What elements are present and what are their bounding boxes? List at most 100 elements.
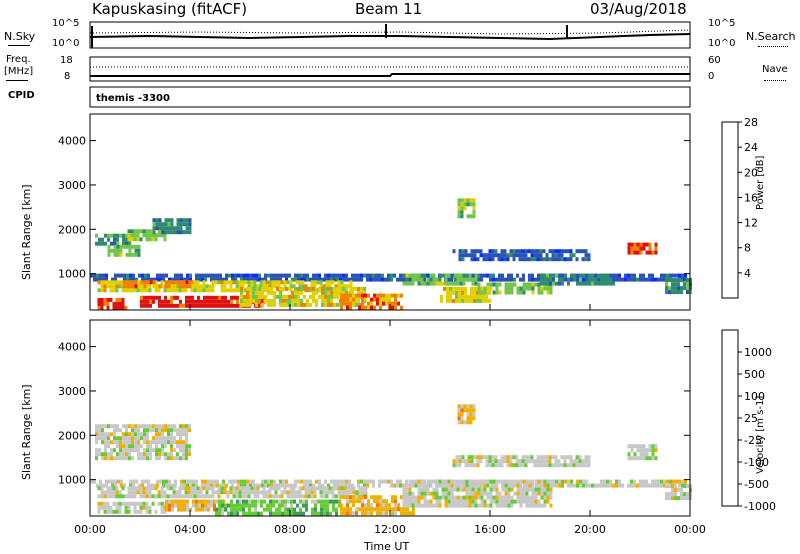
heatmap-cell <box>163 494 167 499</box>
heatmap-cell <box>185 303 188 308</box>
heatmap-cell <box>463 198 467 203</box>
heatmap-cell <box>201 479 204 484</box>
heatmap-cell <box>515 463 519 468</box>
heatmap-cell <box>408 483 411 488</box>
heatmap-cell <box>450 499 454 504</box>
heatmap-cell <box>112 280 116 285</box>
heatmap-cell <box>504 503 508 508</box>
heatmap-cell <box>432 273 436 278</box>
heatmap-cell <box>292 490 296 495</box>
heatmap-cell <box>254 499 257 504</box>
heatmap-cell <box>355 499 358 504</box>
heatmap-cell <box>140 295 143 300</box>
heatmap-cell <box>136 490 140 495</box>
heatmap-cell <box>279 273 282 278</box>
heatmap-cell <box>177 503 180 508</box>
heatmap-cell <box>469 408 473 413</box>
heatmap-cell <box>352 499 355 504</box>
heatmap-cell <box>489 487 493 492</box>
heatmap-cell <box>184 288 188 293</box>
heatmap-cell <box>473 463 477 468</box>
heatmap-cell <box>114 277 117 282</box>
heatmap-cell <box>642 456 646 461</box>
heatmap-cell <box>477 290 481 295</box>
heatmap-cell <box>495 290 499 295</box>
heatmap-cell <box>298 284 302 289</box>
heatmap-cell <box>525 495 529 500</box>
heatmap-cell <box>674 492 677 497</box>
heatmap-cell <box>330 290 333 295</box>
heatmap-cell <box>162 273 165 278</box>
heatmap-cell <box>358 499 361 504</box>
heatmap-cell <box>342 273 345 278</box>
heatmap-cell <box>462 277 466 282</box>
heatmap-cell <box>303 479 306 484</box>
heatmap-cell <box>107 248 111 253</box>
heatmap-cell <box>665 496 668 501</box>
heatmap-cell <box>405 503 409 508</box>
heatmap-cell <box>310 490 314 495</box>
heatmap-cell <box>522 286 526 291</box>
heatmap-cell <box>295 280 299 285</box>
heatmap-cell <box>660 483 663 488</box>
heatmap-cell <box>155 432 158 437</box>
heatmap-cell <box>642 448 646 453</box>
heatmap-cell <box>423 499 427 504</box>
heatmap-cell <box>379 305 382 310</box>
heatmap-cell <box>349 499 352 504</box>
heatmap-cell <box>539 455 543 460</box>
heatmap-cell <box>563 459 567 464</box>
heatmap-cell <box>463 420 467 425</box>
heatmap-cell <box>337 284 341 289</box>
heatmap-cell <box>540 491 544 496</box>
noise-sky-legend-line <box>8 45 30 46</box>
noise-search-line <box>89 29 691 35</box>
heatmap-cell <box>460 420 464 425</box>
heatmap-cell <box>103 284 107 289</box>
heatmap-cell <box>229 490 233 495</box>
heatmap-cell <box>378 483 381 488</box>
heatmap-cell <box>483 491 487 496</box>
heatmap-cell <box>239 499 242 504</box>
heatmap-cell <box>101 428 104 433</box>
heatmap-cell <box>131 428 134 433</box>
heatmap-cell <box>232 280 236 285</box>
time-xaxis: 00:00 04:00 08:00 12:00 16:00 20:00 00:00 <box>74 304 706 536</box>
heatmap-cell <box>551 249 555 254</box>
heatmap-cell <box>479 459 483 464</box>
heatmap-cell <box>267 290 270 295</box>
heatmap-cell <box>98 241 101 246</box>
heatmap-cell <box>140 444 143 449</box>
heatmap-cell <box>465 479 469 484</box>
heatmap-cell <box>177 499 180 504</box>
heatmap-cell <box>633 444 637 449</box>
heatmap-cell <box>524 249 528 254</box>
heatmap-cell <box>417 491 421 496</box>
velocity-heatmap-cells <box>90 404 692 516</box>
heatmap-cell <box>131 448 134 453</box>
heatmap-cell <box>684 273 687 278</box>
heatmap-cell <box>549 281 552 286</box>
heatmap-cell <box>295 494 299 499</box>
heatmap-cell <box>680 286 683 291</box>
heatmap-cell <box>355 297 358 302</box>
heatmap-cell <box>474 277 478 282</box>
heatmap-cell <box>328 490 332 495</box>
heatmap-cell <box>309 479 312 484</box>
heatmap-cell <box>472 206 476 211</box>
colorbar-tick-label: 8 <box>744 242 751 255</box>
heatmap-cell <box>110 432 113 437</box>
heatmap-cell <box>100 494 104 499</box>
heatmap-cell <box>546 499 550 504</box>
heatmap-cell <box>675 479 678 484</box>
heatmap-cell <box>651 273 654 278</box>
heatmap-cell <box>587 463 591 468</box>
heatmap-cell <box>161 424 164 429</box>
heatmap-cell <box>390 277 393 282</box>
heatmap-cell <box>268 486 272 491</box>
heatmap-cell <box>461 290 464 295</box>
heatmap-cell <box>408 491 412 496</box>
heatmap-cell <box>472 210 476 215</box>
heatmap-cell <box>343 284 347 289</box>
heatmap-cell <box>630 479 633 484</box>
